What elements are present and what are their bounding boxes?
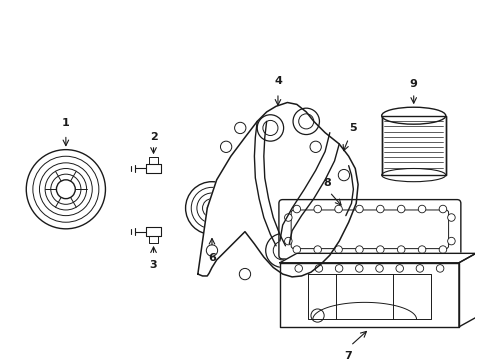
Circle shape xyxy=(220,141,231,153)
Text: 3: 3 xyxy=(149,260,157,270)
Circle shape xyxy=(375,265,383,272)
Text: 8: 8 xyxy=(322,178,330,188)
Circle shape xyxy=(447,214,454,221)
FancyBboxPatch shape xyxy=(278,199,460,259)
Circle shape xyxy=(435,265,443,272)
Polygon shape xyxy=(279,253,475,263)
Text: 5: 5 xyxy=(349,123,356,133)
Polygon shape xyxy=(381,116,445,175)
Circle shape xyxy=(309,141,321,153)
Circle shape xyxy=(257,115,283,141)
Circle shape xyxy=(284,237,291,245)
Circle shape xyxy=(343,207,355,219)
Circle shape xyxy=(417,246,425,253)
Circle shape xyxy=(338,170,349,181)
Circle shape xyxy=(313,205,321,213)
Circle shape xyxy=(438,205,446,213)
Circle shape xyxy=(313,246,321,253)
Text: 6: 6 xyxy=(207,253,216,263)
Circle shape xyxy=(438,246,446,253)
Circle shape xyxy=(310,309,324,322)
Text: 9: 9 xyxy=(409,79,417,89)
Circle shape xyxy=(376,246,383,253)
Circle shape xyxy=(292,108,319,135)
Polygon shape xyxy=(198,103,357,277)
Circle shape xyxy=(447,237,454,245)
Circle shape xyxy=(234,122,245,134)
Polygon shape xyxy=(458,253,475,327)
Circle shape xyxy=(335,265,342,272)
Circle shape xyxy=(292,246,300,253)
Circle shape xyxy=(319,264,330,275)
Circle shape xyxy=(334,246,342,253)
Circle shape xyxy=(265,234,299,267)
Circle shape xyxy=(397,246,404,253)
Ellipse shape xyxy=(381,107,445,124)
Circle shape xyxy=(397,205,404,213)
Circle shape xyxy=(376,205,383,213)
Circle shape xyxy=(334,205,342,213)
Circle shape xyxy=(415,265,423,272)
FancyBboxPatch shape xyxy=(290,210,447,249)
Circle shape xyxy=(355,246,363,253)
Circle shape xyxy=(395,265,403,272)
Circle shape xyxy=(294,265,302,272)
Text: 2: 2 xyxy=(149,132,157,142)
Polygon shape xyxy=(279,263,458,327)
Circle shape xyxy=(314,265,322,272)
Circle shape xyxy=(417,205,425,213)
Circle shape xyxy=(284,214,291,221)
Text: 1: 1 xyxy=(62,118,70,128)
Circle shape xyxy=(239,269,250,280)
Text: 4: 4 xyxy=(273,76,281,86)
Circle shape xyxy=(292,205,300,213)
Text: 7: 7 xyxy=(343,351,351,360)
Circle shape xyxy=(355,265,362,272)
Circle shape xyxy=(355,205,363,213)
Circle shape xyxy=(206,245,217,256)
